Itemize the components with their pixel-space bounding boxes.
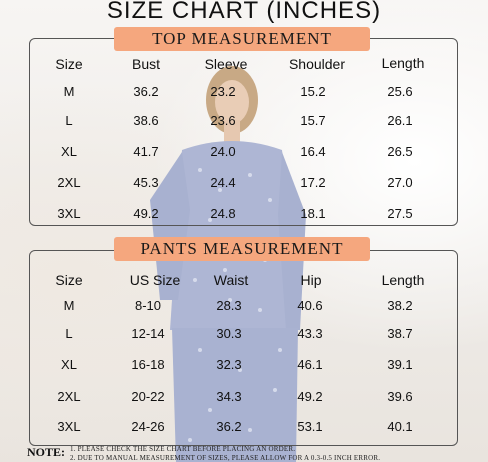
pants-row-size: L [65, 326, 73, 341]
top-col-shoulder: Shoulder [288, 56, 346, 72]
top-row-sleeve: 24.0 [210, 144, 236, 159]
top-row-size: L [65, 113, 73, 128]
page-title: SIZE CHART (INCHES) [106, 0, 382, 24]
top-row-shoulder: 17.2 [300, 175, 326, 190]
top-row-sleeve: 24.8 [210, 206, 236, 221]
pants-row-hip: 49.2 [297, 389, 323, 404]
top-row-length: 27.0 [387, 175, 413, 190]
pants-row-length: 38.7 [387, 326, 413, 341]
top-row-shoulder: 15.2 [300, 84, 326, 99]
pants-row-us-size: 12-14 [131, 326, 165, 341]
pants-row-length: 39.1 [387, 357, 413, 372]
top-row-size: 2XL [57, 175, 81, 190]
top-row-shoulder: 18.1 [300, 206, 326, 221]
pants-row-waist: 30.3 [216, 326, 242, 341]
pants-row-size: M [63, 298, 75, 313]
top-row-sleeve: 23.6 [210, 113, 236, 128]
pants-row-waist: 36.2 [216, 419, 242, 434]
top-col-bust: Bust [131, 56, 160, 72]
top-row-length: 25.6 [387, 84, 413, 99]
pants-row-length: 40.1 [387, 419, 413, 434]
top-row-sleeve: 23.2 [210, 84, 236, 99]
top-measurement-header: TOP MEASUREMENT [114, 27, 370, 51]
pants-col-length: Length [381, 272, 425, 288]
pants-row-size: 2XL [57, 389, 81, 404]
pants-row-waist: 34.3 [216, 389, 242, 404]
pants-row-hip: 46.1 [297, 357, 323, 372]
top-row-shoulder: 15.7 [300, 113, 326, 128]
pants-row-size: 3XL [57, 419, 81, 434]
pants-row-us-size: 20-22 [131, 389, 165, 404]
pants-col-hip: Hip [300, 272, 322, 288]
top-row-shoulder: 16.4 [300, 144, 326, 159]
pants-row-length: 38.2 [387, 298, 413, 313]
pants-row-hip: 43.3 [297, 326, 323, 341]
note-label: NOTE: [27, 445, 66, 459]
note-line-1: 1. PLEASE CHECK THE SIZE CHART BEFORE PL… [70, 445, 296, 453]
top-row-bust: 49.2 [133, 206, 159, 221]
top-row-length: 26.1 [387, 113, 413, 128]
pants-row-us-size: 24-26 [131, 419, 165, 434]
top-row-bust: 38.6 [133, 113, 159, 128]
pants-measurement-header: PANTS MEASUREMENT [114, 237, 370, 261]
top-row-size: 3XL [57, 206, 81, 221]
pants-row-waist: 28.3 [216, 298, 242, 313]
pants-col-waist: Waist [213, 272, 249, 288]
pants-col-size: Size [55, 272, 83, 288]
top-col-sleeve: Sleeve [204, 56, 248, 72]
pants-row-size: XL [61, 357, 77, 372]
pants-col-us-size: US Size [129, 272, 181, 288]
top-row-length: 27.5 [387, 206, 413, 221]
top-col-length: Length [381, 55, 425, 71]
pants-row-us-size: 8-10 [134, 298, 162, 313]
top-row-bust: 41.7 [133, 144, 159, 159]
top-row-bust: 36.2 [133, 84, 159, 99]
pants-row-hip: 40.6 [297, 298, 323, 313]
top-row-length: 26.5 [387, 144, 413, 159]
note-line-2: 2. DUE TO MANUAL MEASUREMENT OF SIZES, P… [70, 454, 381, 462]
top-row-size: XL [61, 144, 77, 159]
pants-row-us-size: 16-18 [131, 357, 165, 372]
top-col-size: Size [55, 56, 83, 72]
pants-row-length: 39.6 [387, 389, 413, 404]
top-row-size: M [63, 84, 75, 99]
pants-row-waist: 32.3 [216, 357, 242, 372]
top-row-bust: 45.3 [133, 175, 159, 190]
top-row-sleeve: 24.4 [210, 175, 236, 190]
pants-row-hip: 53.1 [297, 419, 323, 434]
